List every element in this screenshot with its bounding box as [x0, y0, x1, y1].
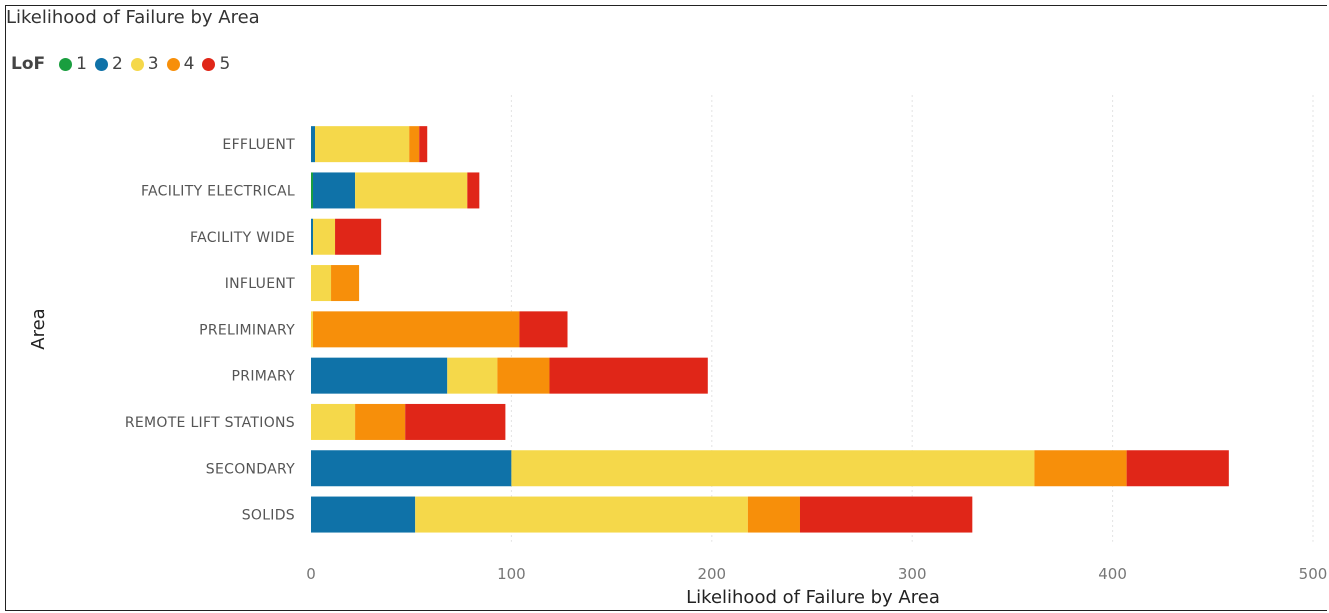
bar-segment-lof-3[interactable] — [311, 403, 356, 440]
bar-segment-lof-3[interactable] — [313, 218, 336, 255]
bar-segment-lof-4[interactable] — [313, 311, 520, 348]
x-tick-label: 500 — [1299, 565, 1328, 583]
bar-segment-lof-2[interactable] — [311, 450, 512, 487]
bar-segment-lof-4[interactable] — [497, 357, 550, 394]
bar-segment-lof-4[interactable] — [409, 126, 420, 163]
category-label: REMOTE LIFT STATIONS — [125, 415, 295, 431]
category-label: FACILITY ELECTRICAL — [141, 183, 295, 199]
x-axis-title: Likelihood of Failure by Area — [686, 587, 940, 608]
legend: LoF 1 2 3 4 5 — [11, 54, 238, 74]
bar-segment-lof-3[interactable] — [355, 172, 468, 209]
legend-title: LoF — [11, 54, 46, 74]
x-tick-label: 0 — [306, 565, 316, 583]
bar-segment-lof-3[interactable] — [311, 265, 332, 302]
category-label: PRIMARY — [232, 369, 296, 385]
bar-segment-lof-5[interactable] — [419, 126, 428, 163]
legend-item-2[interactable]: 2 — [94, 54, 123, 74]
bar-segment-lof-4[interactable] — [331, 265, 360, 302]
legend-label-2: 2 — [111, 54, 123, 74]
x-tick-label: 100 — [497, 565, 526, 583]
category-label: EFFLUENT — [222, 137, 295, 153]
legend-dot-4 — [166, 57, 180, 71]
legend-dot-1 — [59, 57, 73, 71]
legend-item-3[interactable]: 3 — [130, 54, 159, 74]
legend-dot-2 — [94, 57, 108, 71]
bar-segment-lof-3[interactable] — [315, 126, 410, 163]
x-tick-label: 400 — [1098, 565, 1127, 583]
category-label: FACILITY WIDE — [190, 230, 295, 246]
bar-segment-lof-3[interactable] — [311, 311, 314, 348]
bar-segment-lof-2[interactable] — [311, 496, 416, 533]
bar-segment-lof-4[interactable] — [747, 496, 800, 533]
legend-item-5[interactable]: 5 — [202, 54, 230, 74]
x-tick-label: 300 — [898, 565, 927, 583]
bar-segment-lof-2[interactable] — [313, 172, 356, 209]
legend-label-3: 3 — [147, 54, 159, 74]
bar-segment-lof-5[interactable] — [519, 311, 568, 348]
category-label: SECONDARY — [206, 461, 295, 477]
bar-layer — [311, 126, 1229, 533]
bar-segment-lof-1[interactable] — [311, 172, 314, 209]
category-labels: EFFLUENT FACILITY ELECTRICAL FACILITY WIDE… — [125, 137, 295, 523]
legend-dot-5 — [202, 57, 216, 71]
bar-segment-lof-5[interactable] — [799, 496, 973, 533]
bar-segment-lof-4[interactable] — [355, 403, 406, 440]
bar-segment-lof-5[interactable] — [405, 403, 506, 440]
legend-dot-3 — [130, 57, 144, 71]
category-label: SOLIDS — [242, 508, 295, 524]
bar-segment-lof-5[interactable] — [549, 357, 708, 394]
bar-segment-lof-3[interactable] — [415, 496, 748, 533]
bar-segment-lof-2[interactable] — [311, 218, 314, 255]
legend-item-4[interactable]: 4 — [166, 54, 195, 74]
bar-segment-lof-3[interactable] — [447, 357, 498, 394]
category-label: INFLUENT — [225, 276, 295, 292]
bar-segment-lof-4[interactable] — [1034, 450, 1127, 487]
legend-item-1[interactable]: 1 — [59, 54, 87, 74]
category-label: PRELIMINARY — [199, 322, 295, 338]
x-tick-labels: 0 100 200 300 400 500 — [306, 565, 1327, 583]
bar-segment-lof-5[interactable] — [467, 172, 480, 209]
chart-title: Likelihood of Failure by Area — [6, 7, 260, 28]
bar-segment-lof-3[interactable] — [511, 450, 1035, 487]
legend-label-5: 5 — [219, 54, 231, 74]
legend-label-4: 4 — [183, 54, 195, 74]
y-axis-title: Area — [28, 308, 49, 349]
bar-segment-lof-2[interactable] — [311, 126, 316, 163]
bar-segment-lof-5[interactable] — [335, 218, 382, 255]
x-tick-label: 200 — [697, 565, 726, 583]
legend-label-1: 1 — [76, 54, 87, 74]
bar-segment-lof-5[interactable] — [1126, 450, 1229, 487]
bar-segment-lof-2[interactable] — [311, 357, 448, 394]
